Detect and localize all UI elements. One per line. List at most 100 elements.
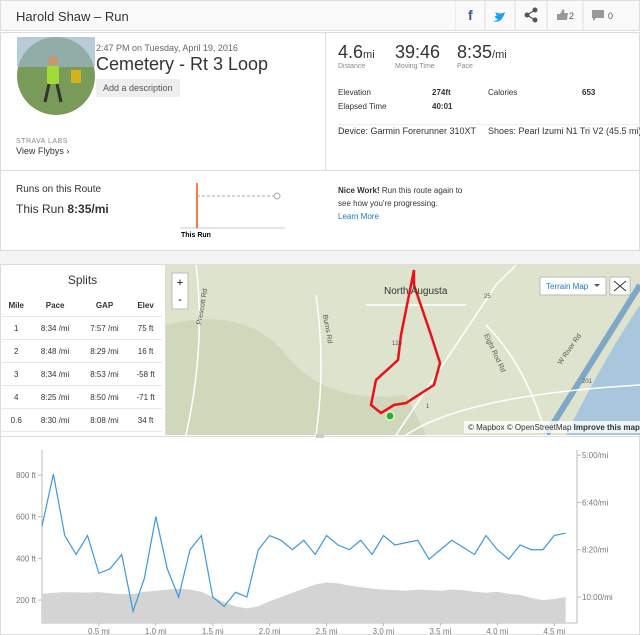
split-cell: 7:57 /mi — [79, 316, 130, 340]
stat: 8:35/mi Pace — [457, 42, 507, 70]
split-row: 0.6 8:30 /mi 8:08 /mi 34 ft — [2, 408, 162, 432]
divider — [338, 124, 640, 125]
stat-value: 39:46 — [395, 42, 441, 62]
share-icon[interactable] — [524, 7, 538, 23]
comment-icon[interactable] — [592, 10, 604, 21]
map-road: Burns Rd — [321, 314, 333, 344]
split-cell: 8:34 /mi — [30, 316, 80, 340]
split-cell: 4 — [2, 385, 31, 409]
splits-column: Elev — [129, 294, 162, 317]
split-cell: 2 — [2, 339, 31, 363]
split-row: 4 8:25 /mi 8:50 /mi -71 ft — [2, 385, 162, 409]
route-number: 201 — [582, 379, 593, 385]
split-cell: 8:53 /mi — [79, 362, 130, 386]
y2-tick-label: 6:40/mi — [582, 498, 608, 507]
divider — [165, 264, 166, 436]
y-tick-label: 600 ft — [16, 513, 37, 522]
activity-name: Cemetery - Rt 3 Loop — [96, 54, 269, 74]
divider — [0, 170, 640, 171]
header-actions: f 2 0 — [455, 0, 613, 31]
stat-value: 4.6 — [338, 42, 364, 62]
split-cell: 8:50 /mi — [79, 385, 130, 409]
route-line — [369, 269, 442, 415]
map-place: North Augusta — [384, 286, 448, 297]
y-tick-label: 200 ft — [16, 596, 37, 605]
detail-value: 653 — [582, 88, 596, 97]
elevation-area — [42, 582, 566, 623]
map-attribution: © Mapbox © OpenStreetMap Improve this ma… — [468, 423, 640, 432]
split-cell: 8:08 /mi — [79, 408, 130, 432]
route-title: Runs on this Route — [16, 184, 102, 195]
detail-label: Calories — [488, 88, 518, 97]
kudos-icon[interactable] — [557, 9, 568, 20]
attribution-text: © Mapbox © OpenStreetMap — [468, 423, 572, 432]
split-cell: 0.6 — [2, 408, 31, 432]
x-tick-label: 3.0 mi — [373, 627, 395, 635]
y2-tick-label: 10:00/mi — [582, 593, 613, 602]
map[interactable]: North Augusta Prescott Rd Burns Rd Eight… — [166, 265, 640, 435]
split-cell: 3 — [2, 362, 31, 386]
twitter-icon[interactable] — [493, 12, 505, 22]
y-tick-label: 800 ft — [16, 471, 37, 480]
zoom-out[interactable]: - — [178, 294, 182, 306]
x-tick-label: 1.5 mi — [202, 627, 224, 635]
split-cell: 16 ft — [129, 339, 162, 363]
x-tick-label: 4.5 mi — [543, 627, 565, 635]
this-run: This Run 8:35/mi — [16, 202, 109, 216]
split-cell: -58 ft — [129, 362, 162, 386]
terrain-button[interactable] — [539, 276, 607, 296]
add-description-button[interactable]: Add a description — [96, 79, 180, 97]
x-tick-label: 2.0 mi — [259, 627, 281, 635]
detail-value: 40:01 — [432, 102, 453, 111]
device: Device: Garmin Forerunner 310XT — [338, 126, 477, 136]
splits-header: Mile Pace GAP Elev — [2, 294, 162, 317]
splits-column: Mile — [2, 294, 31, 317]
splits-column: Pace — [30, 294, 80, 317]
split-row: 3 8:34 /mi 8:53 /mi -58 ft — [2, 362, 162, 386]
detail-value: 274ft — [432, 88, 451, 97]
route-comparison: This Run — [180, 183, 285, 239]
split-cell: 1 — [2, 316, 31, 340]
split-cell: 8:48 /mi — [30, 339, 80, 363]
stat-value: 8:35 — [457, 42, 493, 62]
resize-handle[interactable] — [316, 434, 324, 438]
detail-label: Elapsed Time — [338, 102, 387, 111]
x-tick-label: 3.5 mi — [430, 627, 452, 635]
route-number: 25 — [484, 294, 491, 300]
split-cell: 75 ft — [129, 316, 162, 340]
route-number: 125 — [392, 341, 403, 347]
split-cell: 34 ft — [129, 408, 162, 432]
message-bold: Nice Work! — [338, 186, 380, 195]
header-bar — [0, 0, 640, 31]
split-cell: 8:25 /mi — [30, 385, 80, 409]
divider — [325, 33, 326, 170]
splits-table: Mile Pace GAP Elev 1 8:34 /mi 7:57 /mi 75 ft 2 8:… — [2, 294, 162, 432]
splits-column: GAP — [79, 294, 130, 317]
y-tick-label: 400 ft — [16, 554, 37, 563]
route-marker-label: This Run — [181, 232, 211, 239]
shoes: Shoes: Pearl Izumi N1 Tri V2 (45.5 mi) — [488, 126, 640, 136]
zoom-in[interactable]: + — [177, 277, 183, 289]
this-run-pace: 8:35/mi — [67, 202, 109, 216]
improve-link[interactable]: Improve this map — [574, 423, 640, 432]
start-marker — [385, 411, 395, 421]
learn-more-link[interactable]: Learn More — [338, 212, 379, 221]
split-cell: 8:30 /mi — [30, 408, 80, 432]
split-cell: 8:34 /mi — [30, 362, 80, 386]
flybys-link[interactable]: View Flybys › — [16, 146, 70, 156]
y2-tick-label: 5:00/mi — [582, 451, 608, 460]
flybys-text[interactable]: View Flybys — [16, 146, 64, 156]
split-cell: 8:29 /mi — [79, 339, 130, 363]
pace-line — [41, 473, 566, 614]
labs-label: STRAVA LABS — [16, 138, 68, 145]
stat-label: Distance — [338, 63, 366, 70]
detail-label: Elevation — [338, 88, 371, 97]
x-tick-label: 0.5 mi — [88, 627, 110, 635]
terrain-label[interactable]: Terrain Map — [546, 282, 589, 291]
message-line: Run this route again to — [381, 186, 463, 195]
facebook-icon[interactable]: f — [468, 7, 473, 23]
x-tick-label: 1.0 mi — [145, 627, 167, 635]
split-row: 2 8:48 /mi 8:29 /mi 16 ft — [2, 339, 162, 363]
comment-count: 0 — [608, 11, 613, 21]
kudos-count: 2 — [569, 11, 574, 21]
